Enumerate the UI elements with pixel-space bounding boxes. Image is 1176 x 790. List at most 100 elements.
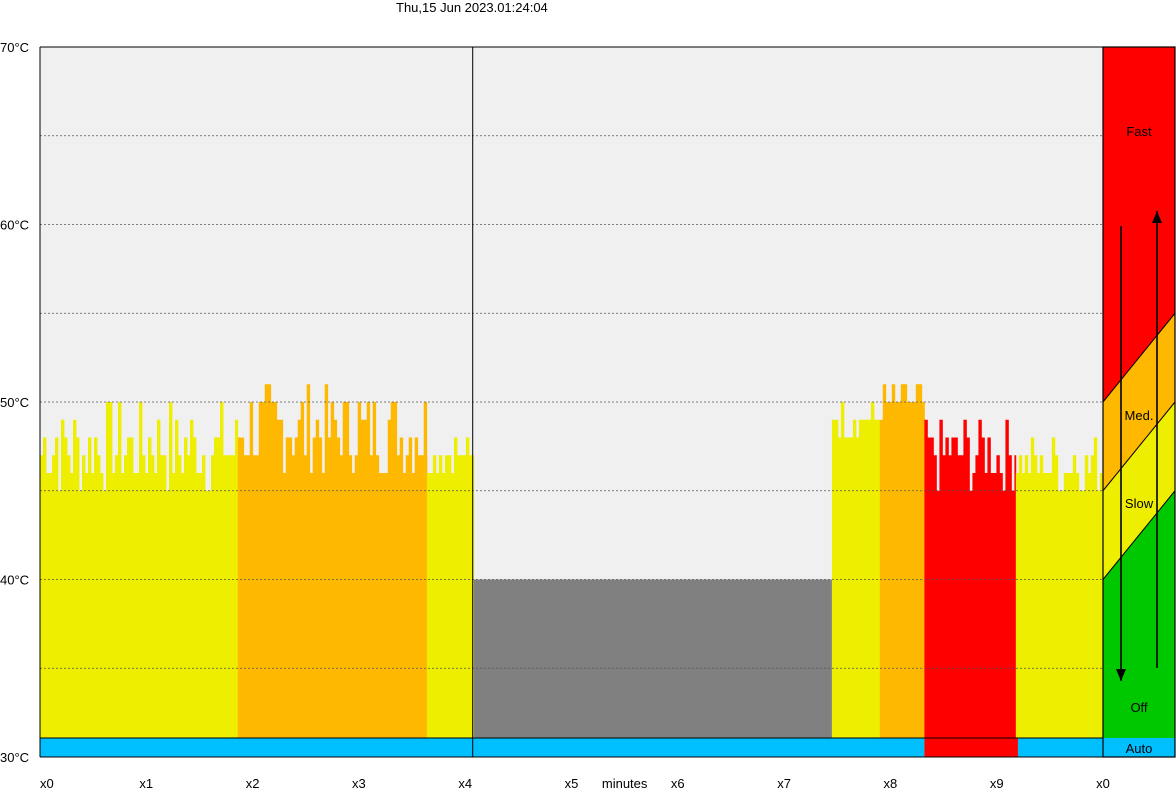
data-bar	[342, 402, 347, 738]
data-bar	[279, 419, 284, 738]
data-bar	[849, 437, 854, 738]
data-bar	[420, 455, 425, 738]
y-tick-label: 30°C	[0, 750, 29, 765]
legend-label: Slow	[1125, 496, 1154, 511]
data-bar	[999, 473, 1003, 738]
data-bar	[399, 437, 404, 738]
data-bar	[163, 455, 167, 738]
x-tick-label: x0	[40, 776, 54, 790]
data-bar	[846, 437, 851, 738]
data-bar	[441, 473, 446, 738]
data-bar	[273, 402, 278, 738]
data-bar	[240, 437, 245, 738]
data-bar	[1021, 473, 1026, 738]
data-bar	[252, 455, 257, 738]
data-bar	[261, 402, 266, 738]
data-bar	[978, 419, 982, 738]
data-bar	[981, 437, 985, 738]
data-bar	[450, 473, 455, 738]
data-bar	[79, 490, 83, 738]
data-bar	[1051, 437, 1056, 738]
data-bar	[1063, 473, 1068, 738]
data-bar	[942, 455, 946, 738]
data-bar	[873, 419, 878, 738]
data-bar	[351, 473, 356, 738]
data-bar	[109, 402, 113, 738]
data-bar	[894, 402, 899, 738]
data-bar	[885, 402, 890, 738]
data-bar	[909, 402, 914, 738]
data-bar	[237, 437, 242, 738]
data-bar	[1075, 473, 1080, 738]
data-bar	[384, 473, 389, 738]
data-bar	[229, 455, 233, 738]
data-bar	[834, 419, 839, 738]
data-bar	[969, 490, 973, 738]
data-bar	[831, 419, 836, 738]
data-bar	[190, 419, 194, 738]
x-axis-label: minutes	[602, 776, 648, 790]
data-bar	[951, 437, 955, 738]
data-bar	[249, 402, 254, 738]
data-bar	[49, 473, 53, 738]
data-bar	[405, 455, 410, 738]
data-bar	[169, 402, 173, 738]
auto-bar-segment	[40, 738, 925, 757]
data-bar	[246, 455, 251, 738]
data-bar	[975, 455, 979, 738]
data-bar	[85, 473, 89, 738]
data-bar	[46, 473, 50, 738]
data-bar	[378, 473, 383, 738]
data-bar	[366, 402, 371, 738]
legend-label: Auto	[1126, 741, 1153, 756]
data-bar	[1014, 455, 1017, 738]
data-bar	[115, 455, 119, 738]
data-bar	[390, 402, 395, 738]
data-bar	[996, 455, 1000, 738]
data-bar	[315, 419, 320, 738]
data-bar	[130, 437, 134, 738]
data-bar	[151, 455, 155, 738]
data-bar	[124, 455, 128, 738]
data-bar	[900, 384, 905, 738]
data-bar	[106, 402, 110, 738]
data-bar	[330, 402, 335, 738]
y-tick-label: 60°C	[0, 218, 29, 233]
data-bar	[345, 402, 350, 738]
data-bar	[193, 437, 197, 738]
data-bar-off	[473, 579, 832, 738]
data-bar	[1039, 455, 1044, 738]
data-bar	[294, 437, 299, 738]
data-bar	[945, 437, 949, 738]
data-bar	[360, 419, 365, 738]
data-bar	[40, 455, 44, 738]
data-bar	[285, 437, 290, 738]
data-bar	[423, 402, 428, 738]
data-bar	[912, 402, 917, 738]
data-bar	[876, 419, 881, 738]
data-bar	[882, 384, 887, 738]
y-tick-label: 40°C	[0, 573, 29, 588]
data-bar	[921, 402, 925, 738]
data-bar	[276, 419, 281, 738]
data-bar	[321, 473, 326, 738]
data-bar	[199, 473, 203, 738]
data-bar	[426, 473, 431, 738]
data-bar	[1072, 455, 1077, 738]
data-bar	[76, 437, 80, 738]
data-bar	[1024, 455, 1029, 738]
x-tick-label: x3	[352, 776, 366, 790]
data-bar	[282, 473, 287, 738]
data-bar	[196, 473, 200, 738]
data-bar	[888, 402, 893, 738]
data-bar	[867, 419, 872, 738]
data-bar	[924, 419, 928, 738]
x-tick-label: x8	[884, 776, 898, 790]
data-bar	[429, 473, 434, 738]
data-bar	[354, 455, 359, 738]
data-bar	[181, 473, 185, 738]
data-bar	[870, 402, 875, 738]
data-bar	[435, 473, 440, 738]
data-bar	[148, 437, 152, 738]
